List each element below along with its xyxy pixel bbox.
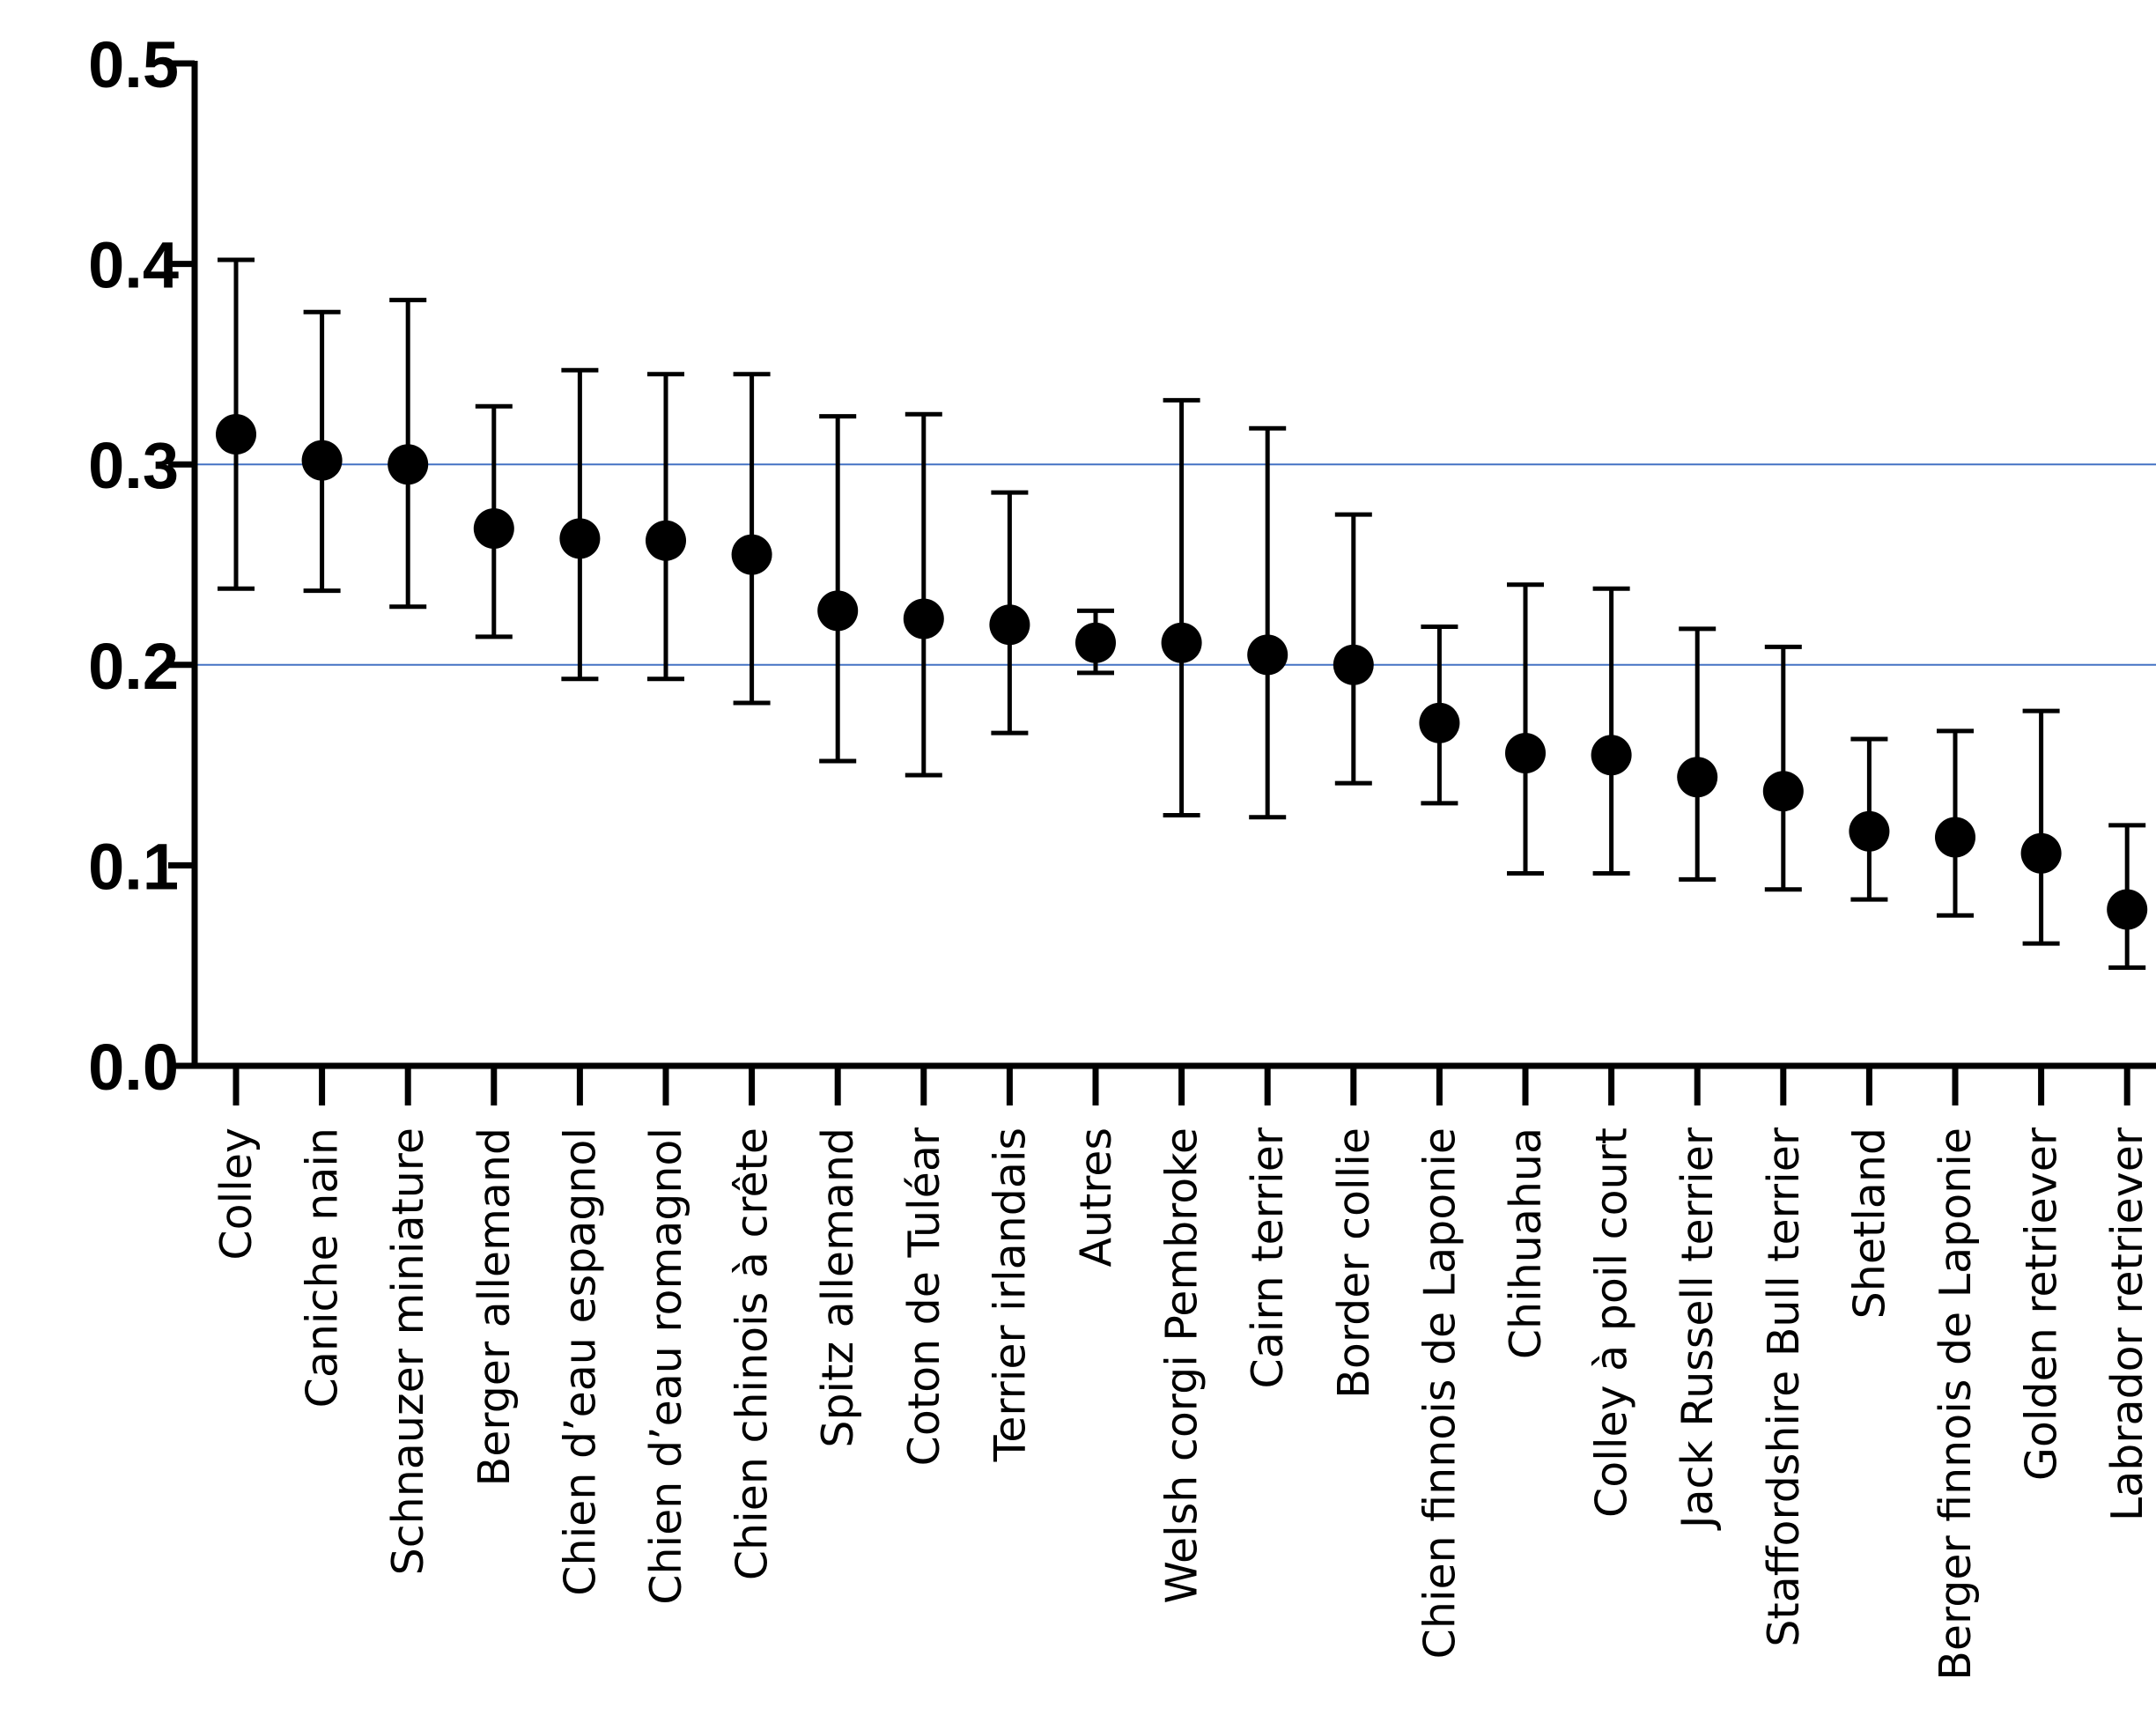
x-tick-label: Chihuahua <box>1501 1127 1551 1359</box>
x-tick-label: Chien d’eau romagnol <box>641 1127 691 1605</box>
y-tick-label: 0.0 <box>88 1031 179 1104</box>
data-point <box>1075 622 1116 663</box>
x-tick-label: Autres <box>1071 1127 1121 1268</box>
x-tick-label: Cairn terrier <box>1243 1127 1293 1388</box>
y-tick-label: 0.4 <box>88 229 179 302</box>
x-tick-label: Border collie <box>1329 1127 1379 1399</box>
data-point <box>989 604 1030 646</box>
x-tick-label: Golden retriever <box>2017 1127 2067 1481</box>
x-axis: Colley Caniche nain Schnauzer miniature Ber… <box>192 1062 2156 1681</box>
data-point <box>1677 757 1718 798</box>
x-tick-label: Chien finnois de Laponie <box>1414 1127 1465 1659</box>
x-tick-label: Chien d’eau espagnol <box>555 1127 605 1596</box>
y-tick-label: 0.3 <box>88 429 179 502</box>
x-tick-label: Jack Russell terrier <box>1672 1127 1723 1531</box>
x-tick-label: Berger finnois de Laponie <box>1931 1127 1981 1681</box>
data-point <box>1849 810 1890 852</box>
data-point <box>2107 889 2148 930</box>
data-point <box>903 598 944 640</box>
error-bars <box>218 257 2146 970</box>
x-tick-label: Welsh corgi Pembroke <box>1157 1127 1207 1604</box>
x-tick-label: Staffordshire Bull terrier <box>1759 1127 1809 1646</box>
data-point <box>1419 702 1460 743</box>
data-point <box>1505 732 1546 773</box>
data-point <box>646 520 686 561</box>
data-point <box>731 534 772 575</box>
data-point <box>1161 622 1202 663</box>
y-axis: 0.0 0.1 0.2 0.3 0.4 0.5 <box>88 28 198 1104</box>
data-point <box>1333 644 1374 685</box>
data-point <box>301 440 343 481</box>
x-tick-label: Berger allemand <box>469 1127 520 1486</box>
reference-lines <box>195 463 2156 666</box>
x-tick-label: Spitz allemand <box>813 1127 863 1448</box>
data-point <box>817 590 859 632</box>
data-point <box>559 518 601 559</box>
data-point <box>473 508 514 550</box>
data-point <box>216 414 256 455</box>
data-point <box>1762 771 1804 812</box>
data-point <box>1591 735 1632 776</box>
data-point <box>1247 634 1288 676</box>
x-tick-label: Caniche nain <box>298 1127 348 1408</box>
x-tick-label: Schnauzer miniature <box>383 1127 433 1575</box>
data-point <box>388 444 429 485</box>
y-tick-label: 0.2 <box>88 630 179 703</box>
x-tick-label: Shetland <box>1844 1127 1894 1319</box>
y-tick-label: 0.1 <box>88 830 179 903</box>
data-point <box>1935 817 1975 858</box>
x-tick-label: Chien chinois à crête <box>727 1127 778 1580</box>
y-tick-label: 0.5 <box>88 28 179 101</box>
x-tick-label: Colley <box>211 1127 262 1261</box>
x-tick-label: Labrador retriever <box>2102 1127 2152 1521</box>
x-tick-label: Colley à poil court <box>1587 1127 1637 1518</box>
x-tick-label: Terrier irlandais <box>985 1127 1035 1462</box>
x-tick-label: Coton de Tuléar <box>899 1127 949 1466</box>
data-point <box>2020 832 2062 874</box>
data-points <box>216 414 2148 930</box>
